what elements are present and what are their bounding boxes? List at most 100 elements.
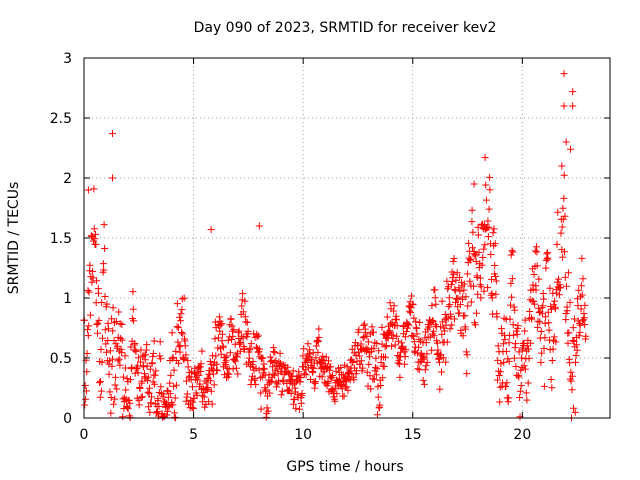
- data-point: [241, 345, 248, 353]
- data-point: [103, 300, 111, 308]
- data-point: [399, 345, 407, 353]
- data-point: [329, 372, 337, 379]
- data-point: [111, 395, 119, 403]
- data-point: [249, 358, 257, 365]
- data-point: [119, 413, 127, 421]
- data-point: [515, 348, 523, 356]
- data-point: [470, 282, 477, 290]
- data-point: [508, 275, 516, 283]
- data-point: [373, 365, 381, 373]
- data-point: [300, 345, 308, 353]
- data-point: [581, 321, 589, 329]
- data-point: [422, 362, 430, 370]
- data-point: [241, 297, 249, 305]
- data-point: [314, 336, 321, 344]
- data-point: [393, 316, 400, 324]
- data-point: [534, 317, 542, 325]
- y-tick-label: 0.5: [50, 351, 72, 367]
- data-point: [431, 286, 439, 294]
- data-point: [121, 394, 129, 402]
- data-point: [405, 321, 413, 329]
- data-point: [420, 380, 428, 388]
- data-point: [173, 300, 181, 308]
- data-point: [373, 340, 381, 347]
- data-point: [545, 326, 553, 334]
- data-point: [180, 356, 188, 364]
- data-point: [436, 358, 443, 366]
- data-point: [355, 326, 363, 334]
- data-point: [471, 321, 479, 329]
- data-point: [503, 347, 510, 355]
- data-point: [122, 386, 130, 394]
- data-point: [154, 397, 162, 405]
- data-point: [360, 322, 368, 329]
- data-point: [114, 357, 122, 365]
- data-point: [527, 339, 535, 347]
- data-point: [359, 334, 367, 342]
- data-point: [484, 217, 492, 225]
- data-point: [582, 332, 590, 340]
- data-point: [508, 247, 516, 255]
- data-point: [408, 332, 416, 339]
- data-point: [432, 300, 440, 308]
- data-point: [99, 334, 106, 342]
- data-point: [576, 328, 584, 336]
- data-point: [567, 368, 575, 376]
- data-point: [389, 331, 397, 339]
- data-point: [388, 342, 396, 350]
- data-point: [314, 348, 322, 356]
- data-point: [239, 290, 247, 298]
- data-point: [95, 379, 103, 387]
- data-point: [558, 223, 566, 231]
- data-point: [531, 247, 539, 255]
- data-point: [481, 154, 489, 162]
- data-point: [401, 360, 409, 368]
- data-point: [438, 368, 445, 376]
- data-point: [172, 347, 180, 355]
- data-point: [402, 328, 410, 335]
- data-point: [150, 337, 158, 345]
- data-point: [428, 317, 436, 324]
- data-point: [548, 384, 556, 392]
- data-point: [370, 344, 378, 352]
- data-point: [509, 248, 517, 256]
- data-point: [108, 315, 116, 323]
- data-point: [518, 354, 526, 362]
- data-point: [482, 196, 490, 204]
- data-point: [571, 408, 579, 416]
- data-point: [284, 369, 292, 377]
- data-point: [514, 322, 522, 330]
- data-point: [484, 284, 492, 292]
- data-point: [84, 186, 92, 194]
- data-point: [189, 405, 197, 412]
- data-point: [467, 256, 475, 264]
- data-point: [88, 278, 96, 286]
- data-point: [239, 308, 247, 316]
- data-point: [380, 363, 388, 370]
- data-point: [569, 324, 577, 332]
- data-point: [331, 397, 339, 405]
- data-point: [502, 382, 510, 390]
- data-point: [105, 370, 113, 378]
- data-point: [497, 368, 505, 376]
- data-point: [272, 357, 280, 365]
- data-point: [123, 375, 131, 383]
- data-point: [92, 241, 100, 248]
- data-point: [450, 270, 458, 278]
- data-point: [279, 376, 287, 384]
- data-point: [480, 287, 488, 295]
- data-point: [520, 362, 528, 370]
- data-point: [309, 369, 317, 377]
- data-point: [468, 206, 476, 214]
- data-point: [575, 332, 583, 340]
- data-point: [488, 294, 496, 302]
- data-point: [275, 377, 282, 385]
- data-point: [509, 321, 517, 329]
- data-point: [544, 255, 552, 263]
- data-point: [420, 354, 428, 362]
- y-tick-label: 1: [63, 291, 72, 307]
- data-point: [468, 218, 476, 226]
- data-point: [132, 348, 140, 356]
- data-point: [157, 355, 165, 363]
- data-point: [189, 383, 196, 391]
